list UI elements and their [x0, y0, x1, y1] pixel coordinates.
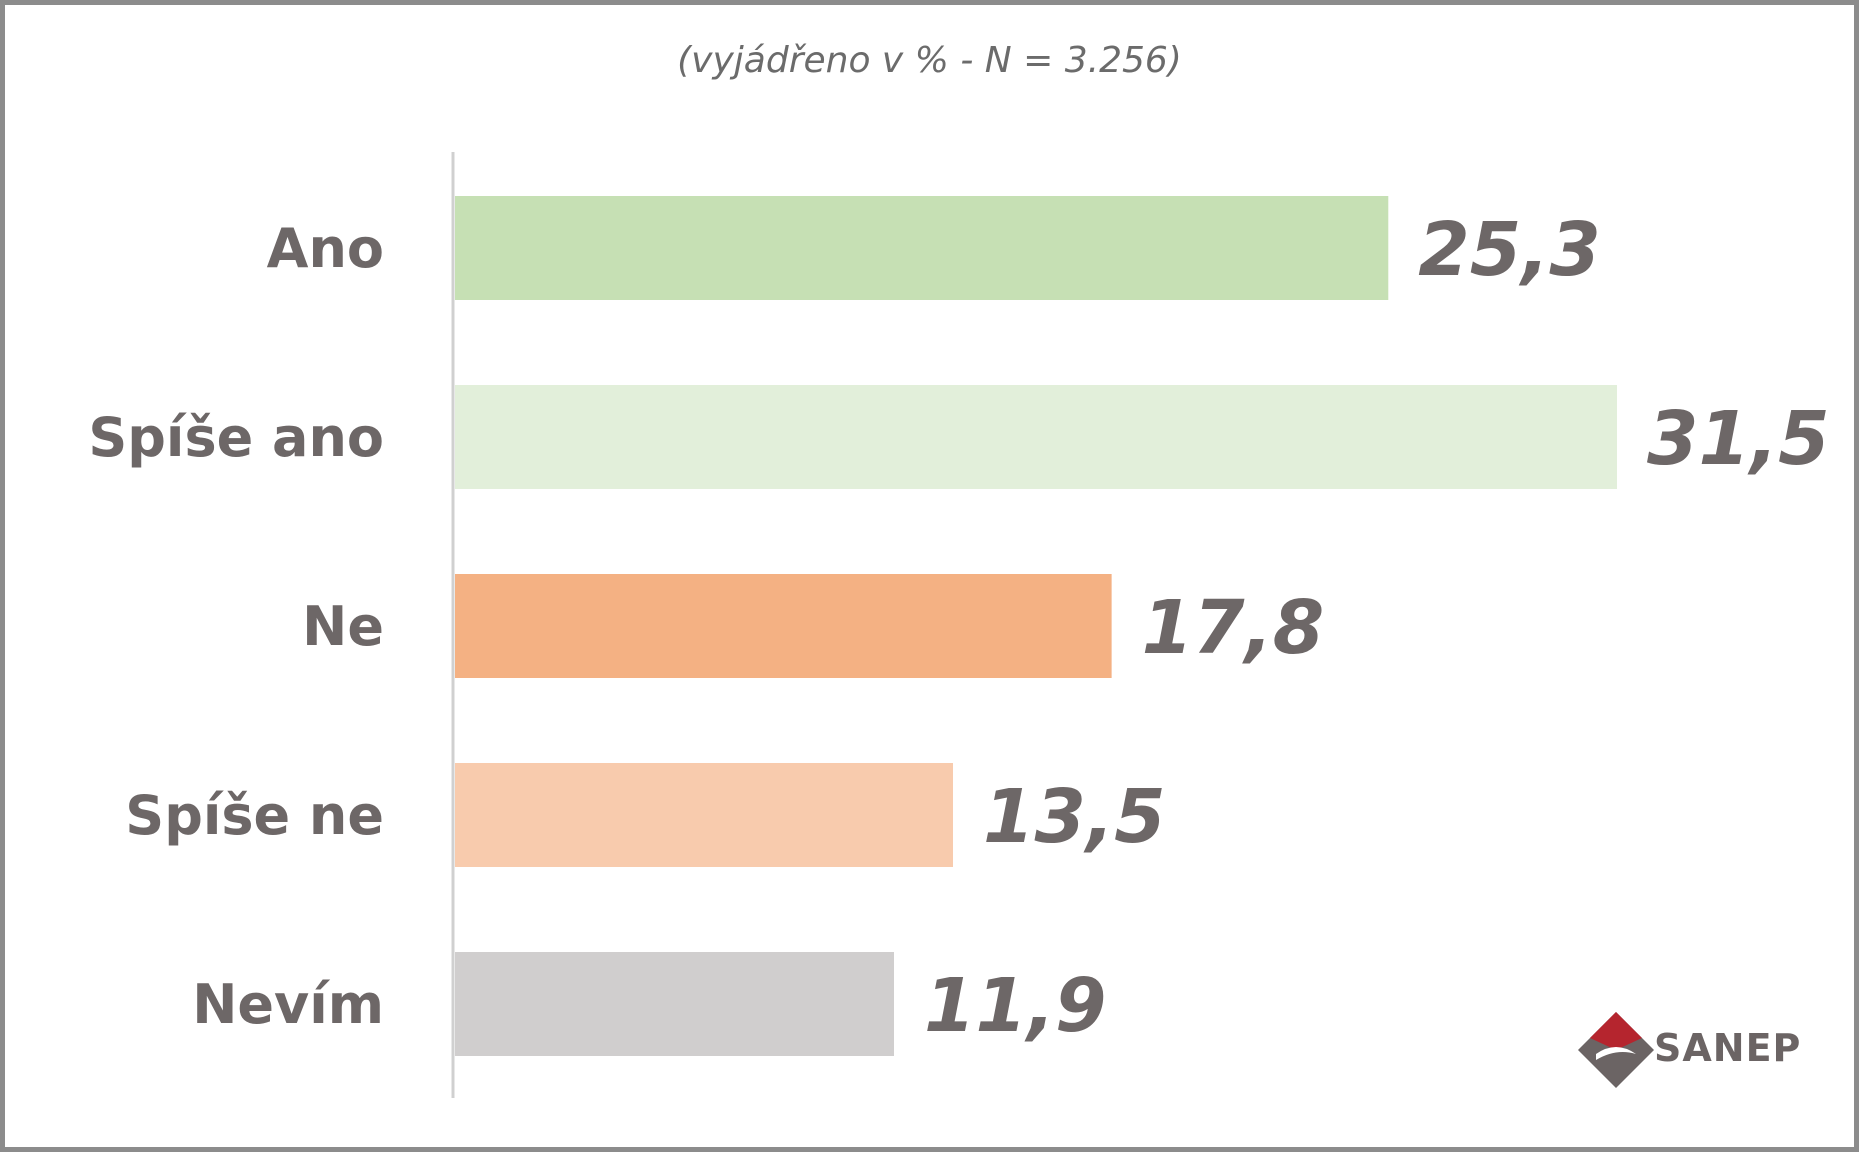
bars-layer: Ano 25,3 Spíše ano 31,5 Ne 17,8 Spíše ne 13,5 Ne…	[88, 196, 1830, 1056]
category-label-1: Spíše ano	[88, 406, 384, 469]
value-label-3: 13,5	[983, 774, 1166, 860]
sanep-logo-icon	[1578, 1012, 1654, 1088]
bar-3	[455, 763, 953, 867]
chart-subtitle: (vyjádřeno v % - N = 3.256)	[677, 40, 1182, 81]
value-label-1: 31,5	[1647, 396, 1830, 482]
value-label-4: 11,9	[924, 963, 1107, 1049]
category-label-0: Ano	[267, 217, 384, 280]
value-label-2: 17,8	[1142, 585, 1325, 671]
bar-1	[455, 385, 1617, 489]
category-label-4: Nevím	[192, 973, 384, 1036]
value-label-0: 25,3	[1418, 207, 1601, 293]
category-label-2: Ne	[302, 595, 384, 658]
bar-0	[455, 196, 1389, 300]
sanep-logo: SANEP	[1576, 1010, 1806, 1090]
sanep-logo-text: SANEP	[1654, 1026, 1802, 1070]
bar-2	[455, 574, 1112, 678]
bar-4	[455, 952, 894, 1056]
category-label-3: Spíše ne	[125, 784, 384, 847]
